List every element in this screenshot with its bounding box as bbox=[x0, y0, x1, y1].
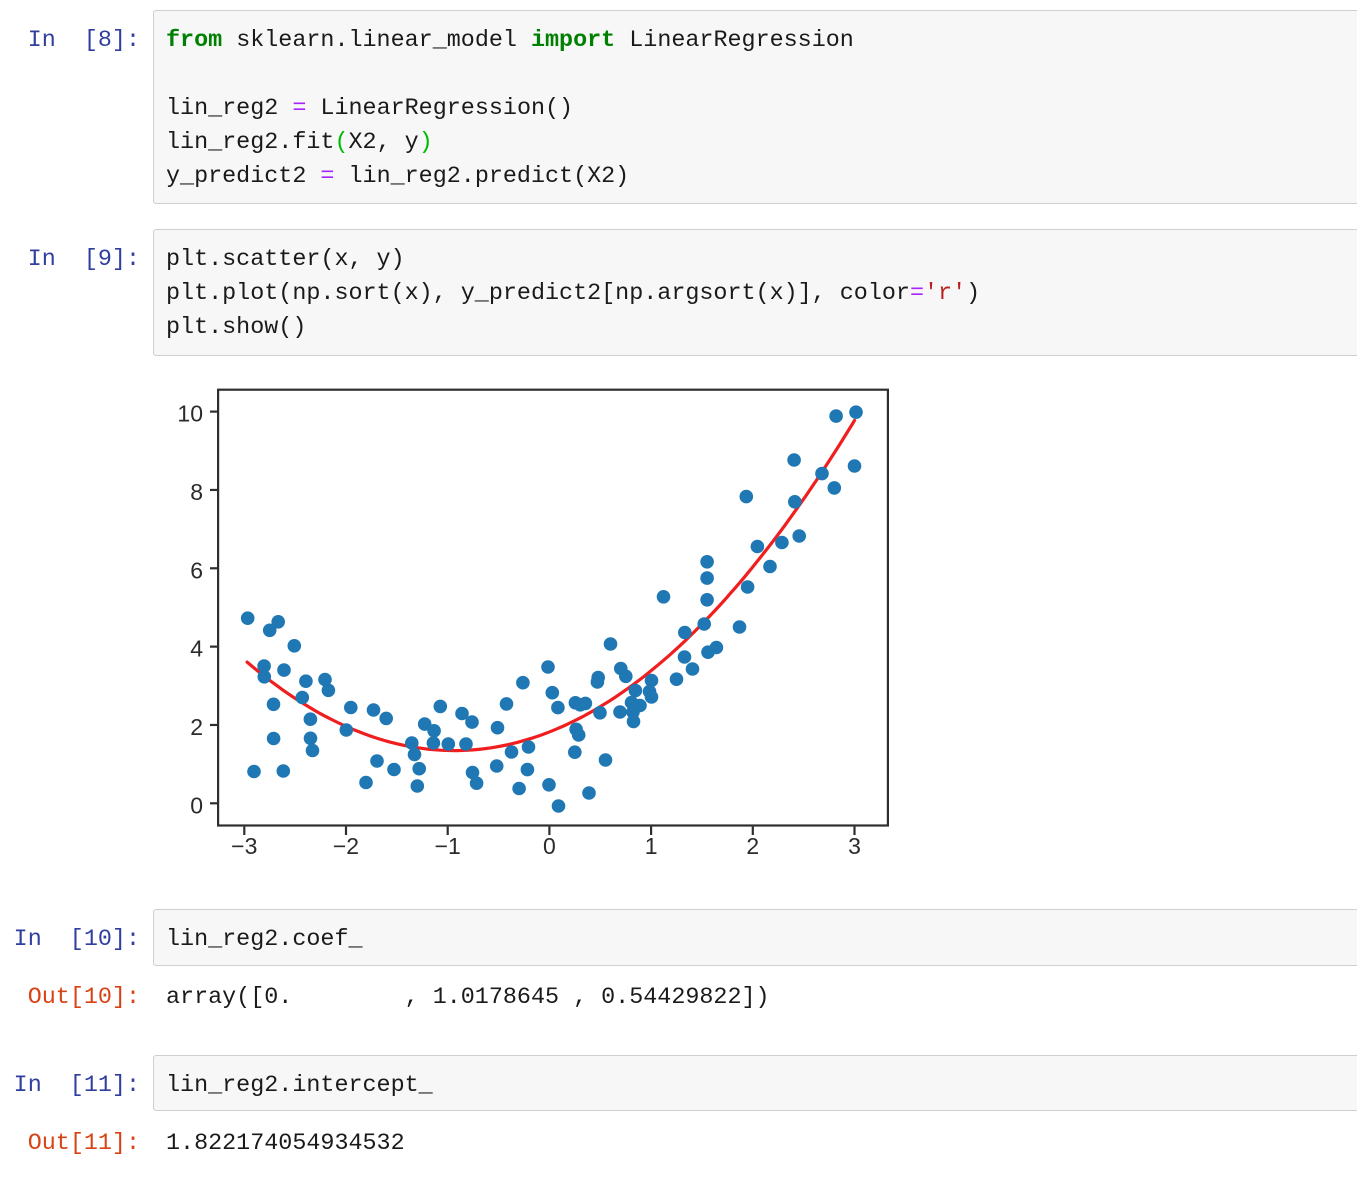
svg-text:−3: −3 bbox=[231, 833, 257, 859]
svg-text:6: 6 bbox=[190, 557, 203, 583]
svg-text:1: 1 bbox=[645, 833, 658, 859]
svg-text:10: 10 bbox=[177, 401, 203, 427]
svg-text:−2: −2 bbox=[333, 833, 359, 859]
svg-text:2: 2 bbox=[746, 833, 759, 859]
svg-text:8: 8 bbox=[190, 479, 203, 505]
svg-text:0: 0 bbox=[543, 833, 556, 859]
svg-text:2: 2 bbox=[190, 714, 203, 740]
svg-text:3: 3 bbox=[848, 833, 861, 859]
svg-text:−1: −1 bbox=[435, 833, 461, 859]
svg-text:0: 0 bbox=[190, 792, 203, 818]
svg-text:4: 4 bbox=[190, 636, 203, 662]
